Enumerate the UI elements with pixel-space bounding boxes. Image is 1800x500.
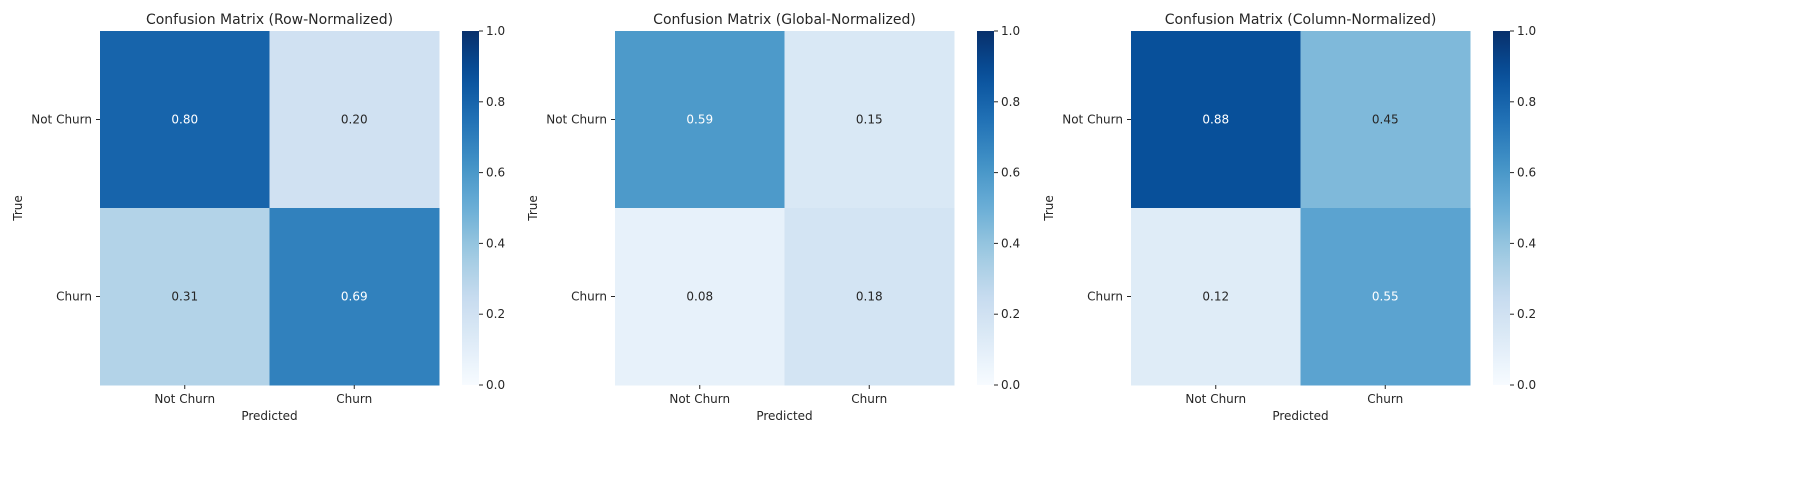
heatmap-cell-r0-c0 xyxy=(100,31,270,209)
y-axis-label: True xyxy=(1042,195,1056,222)
colorbar-tick-label: 1.0 xyxy=(486,24,505,38)
heatmap-cell-r0-c1 xyxy=(784,31,955,209)
heatmap-cell-r1-c1 xyxy=(1300,208,1471,386)
cell-value-label: 0.59 xyxy=(686,113,713,127)
colorbar-tick-label: 0.4 xyxy=(1517,236,1536,250)
colorbar-tick-label: 0.2 xyxy=(1001,307,1020,321)
colorbar-tick-label: 0.6 xyxy=(486,166,505,180)
colorbar-tick-label: 0.4 xyxy=(1001,236,1020,250)
heatmap-panel-2: Confusion Matrix (Global-Normalized) 0.59… xyxy=(526,12,1020,423)
y-tick-label: Churn xyxy=(1087,290,1123,304)
x-axis-label: Predicted xyxy=(241,409,297,423)
colorbar-tick-label: 0.4 xyxy=(486,236,505,250)
colorbar-tick-label: 0.2 xyxy=(1517,307,1536,321)
cell-value-label: 0.20 xyxy=(341,113,368,127)
x-tick-label: Not Churn xyxy=(669,392,730,406)
chart-title: Confusion Matrix (Global-Normalized) xyxy=(653,12,916,28)
x-tick-label: Churn xyxy=(336,392,372,406)
y-axis-label: True xyxy=(526,195,540,222)
cell-value-label: 0.12 xyxy=(1202,290,1229,304)
colorbar-tick-label: 1.0 xyxy=(1517,24,1536,38)
x-tick-label: Churn xyxy=(851,392,887,406)
colorbar xyxy=(977,31,994,385)
heatmap-cell-r1-c0 xyxy=(615,208,785,386)
chart-title: Confusion Matrix (Row-Normalized) xyxy=(146,12,393,28)
cell-value-label: 0.69 xyxy=(341,290,368,304)
x-tick-label: Not Churn xyxy=(154,392,215,406)
y-tick-label: Not Churn xyxy=(546,113,607,127)
cell-value-label: 0.18 xyxy=(856,290,883,304)
heatmap-cell-r0-c0 xyxy=(1131,31,1301,209)
cell-value-label: 0.08 xyxy=(686,290,713,304)
heatmap-cell-r0-c1 xyxy=(1300,31,1471,209)
colorbar-tick-label: 0.0 xyxy=(486,378,505,392)
cell-value-label: 0.31 xyxy=(171,290,198,304)
heatmap-cell-r1-c0 xyxy=(100,208,270,386)
cell-value-label: 0.88 xyxy=(1202,113,1229,127)
y-tick-label: Churn xyxy=(56,290,92,304)
heatmap-panel-3: Confusion Matrix (Column-Normalized) 0.88… xyxy=(1042,12,1536,423)
y-axis-label: True xyxy=(11,195,25,222)
colorbar-tick-label: 0.8 xyxy=(486,95,505,109)
colorbar-tick-label: 1.0 xyxy=(1001,24,1020,38)
chart-title: Confusion Matrix (Column-Normalized) xyxy=(1165,12,1437,28)
heatmap-cell-r1-c0 xyxy=(1131,208,1301,386)
x-tick-label: Churn xyxy=(1367,392,1403,406)
colorbar-tick-label: 0.6 xyxy=(1001,166,1020,180)
x-tick-label: Not Churn xyxy=(1185,392,1246,406)
y-tick-label: Not Churn xyxy=(31,113,92,127)
colorbar xyxy=(1493,31,1510,385)
x-axis-label: Predicted xyxy=(756,409,812,423)
colorbar-tick-label: 0.2 xyxy=(486,307,505,321)
cell-value-label: 0.80 xyxy=(171,113,198,127)
cell-value-label: 0.45 xyxy=(1372,113,1399,127)
heatmap-cell-r0-c1 xyxy=(269,31,440,209)
y-tick-label: Churn xyxy=(571,290,607,304)
colorbar-tick-label: 0.8 xyxy=(1001,95,1020,109)
colorbar-tick-label: 0.0 xyxy=(1517,378,1536,392)
heatmap-panel-1: Confusion Matrix (Row-Normalized) 0.80 0.2… xyxy=(11,12,505,423)
x-axis-label: Predicted xyxy=(1272,409,1328,423)
heatmap-cell-r1-c1 xyxy=(784,208,955,386)
colorbar-tick-label: 0.0 xyxy=(1001,378,1020,392)
colorbar-tick-label: 0.8 xyxy=(1517,95,1536,109)
colorbar xyxy=(462,31,479,385)
y-tick-label: Not Churn xyxy=(1062,113,1123,127)
heatmap-cell-r1-c1 xyxy=(269,208,440,386)
cell-value-label: 0.15 xyxy=(856,113,883,127)
cell-value-label: 0.55 xyxy=(1372,290,1399,304)
heatmap-cell-r0-c0 xyxy=(615,31,785,209)
colorbar-tick-label: 0.6 xyxy=(1517,166,1536,180)
